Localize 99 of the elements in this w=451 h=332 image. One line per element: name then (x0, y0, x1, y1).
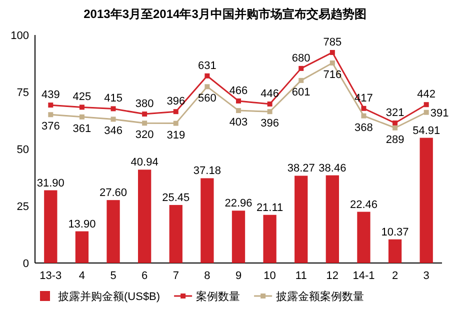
bar (263, 214, 276, 263)
point (110, 116, 116, 122)
bar (232, 210, 246, 263)
data-label: 442 (417, 88, 436, 101)
point (142, 112, 148, 117)
data-label: 680 (292, 52, 310, 64)
x-tick-label: 5 (110, 270, 116, 282)
x-tick-label: 2 (392, 270, 398, 282)
point (361, 113, 366, 118)
legend-label: 披露金额案例数量 (276, 290, 364, 303)
point (142, 120, 148, 126)
data-label: 31.90 (36, 177, 64, 190)
data-label: 466 (229, 84, 248, 97)
x-tick-label: 8 (204, 270, 210, 282)
chart-title: 2013年3月至2014年3月中国并购市场宣布交易趋势图 (84, 7, 366, 21)
x-tick-label: 3 (423, 270, 430, 282)
point (330, 60, 335, 66)
data-label: 40.94 (130, 156, 158, 169)
data-label: 716 (323, 68, 342, 81)
point (173, 109, 178, 114)
data-label: 10.37 (381, 226, 409, 238)
point (361, 106, 366, 111)
data-label: 631 (198, 60, 216, 72)
point (392, 120, 398, 126)
point (110, 106, 116, 112)
y-tick-label: 0 (22, 258, 29, 270)
x-tick-label: 9 (235, 270, 242, 282)
bar (200, 178, 214, 263)
data-label: 380 (135, 98, 154, 110)
data-label: 38.46 (318, 162, 346, 174)
data-label: 785 (323, 36, 342, 48)
data-label: 37.18 (193, 165, 221, 178)
data-label: 25.45 (162, 192, 190, 204)
legend-label: 披露并购金额(US$B) (58, 290, 160, 303)
data-label: 54.91 (412, 124, 440, 137)
data-label: 346 (104, 125, 122, 138)
point (48, 112, 54, 118)
point (298, 66, 304, 71)
data-label: 27.60 (100, 187, 128, 200)
data-label: 38.27 (287, 162, 315, 175)
data-label: 560 (198, 92, 216, 105)
point (424, 110, 429, 115)
data-label: 368 (354, 122, 373, 134)
data-label: 21.11 (256, 202, 284, 214)
y-tick-label: 25 (16, 201, 29, 213)
data-label: 321 (386, 107, 404, 120)
data-label: 446 (260, 88, 279, 100)
point (267, 109, 272, 114)
point (79, 114, 84, 120)
x-tick-label: 4 (78, 270, 86, 282)
bar (388, 239, 402, 263)
data-label: 376 (41, 120, 60, 133)
data-label: 319 (166, 129, 186, 142)
point (236, 108, 241, 114)
x-tick-label: 13-3 (40, 270, 62, 282)
data-label: 415 (104, 92, 122, 105)
point (330, 50, 335, 55)
point (298, 78, 304, 83)
point (392, 125, 398, 130)
x-tick-label: 7 (172, 270, 179, 282)
data-label: 22.96 (224, 198, 252, 210)
point (204, 73, 210, 78)
point (204, 84, 210, 90)
bar (75, 231, 89, 263)
data-label: 391 (430, 107, 449, 120)
data-label: 320 (135, 129, 154, 142)
bar (169, 204, 182, 263)
y-tick-label: 75 (16, 87, 29, 99)
x-tick-label: 6 (142, 270, 148, 282)
bar (326, 175, 339, 263)
bar (44, 190, 58, 263)
bar (294, 176, 308, 263)
x-tick-label: 14-1 (352, 270, 375, 282)
point (48, 102, 54, 108)
data-label: 396 (166, 96, 186, 108)
legend-label: 案例数量 (196, 290, 240, 303)
point (236, 98, 241, 104)
x-tick-label: 12 (326, 270, 339, 282)
point (267, 102, 272, 107)
x-tick-label: 11 (295, 270, 307, 282)
bar (420, 138, 433, 263)
data-label: 601 (292, 86, 310, 98)
data-label: 22.46 (350, 198, 378, 211)
bar (357, 212, 370, 263)
bar (138, 170, 152, 263)
data-label: 396 (260, 118, 279, 130)
point (79, 104, 84, 110)
bar (106, 200, 120, 263)
data-label: 289 (386, 134, 404, 146)
point (424, 102, 429, 108)
data-label: 425 (72, 91, 92, 104)
data-label: 361 (72, 122, 92, 135)
point (173, 120, 178, 126)
x-tick-label: 10 (264, 270, 276, 282)
data-label: 403 (229, 116, 248, 129)
data-label: 439 (41, 89, 60, 102)
y-tick-label: 50 (16, 144, 29, 156)
y-tick-label: 100 (10, 30, 29, 42)
data-label: 13.90 (68, 218, 96, 230)
